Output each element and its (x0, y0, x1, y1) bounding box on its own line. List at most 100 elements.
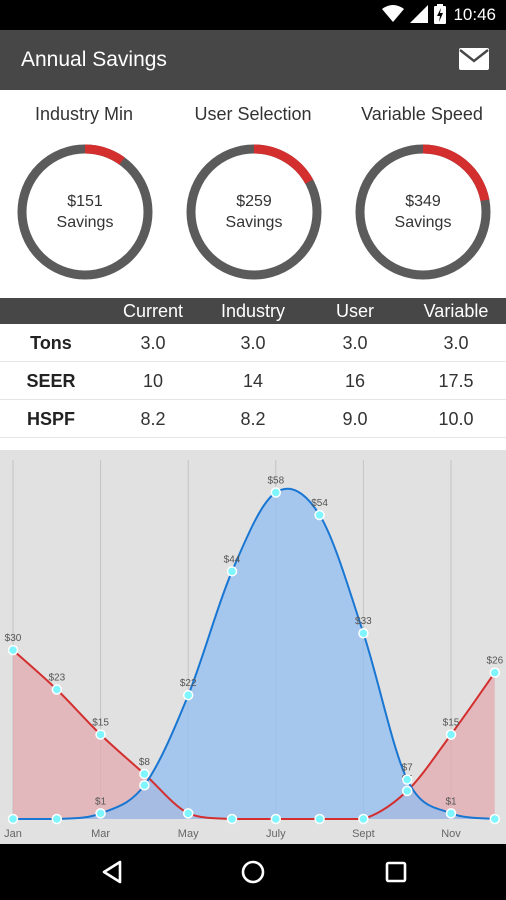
row-label: Tons (30, 333, 72, 353)
saving-caption: Savings (56, 214, 114, 231)
table-cell: 14 (242, 371, 264, 391)
column-header: User (335, 301, 374, 321)
data-point[interactable] (358, 627, 369, 639)
saving-industry-min: Industry Min $151 Savings (0, 90, 168, 298)
data-point[interactable] (95, 729, 106, 740)
monthly-savings-chart[interactable]: $30$23$15$8$5$15$26$1$22$44$58$54$33$7$1… (0, 450, 506, 844)
recents-icon (385, 861, 407, 883)
data-label: $15 (92, 718, 109, 729)
data-point[interactable] (7, 644, 19, 656)
table-header: Current Industry User Variable (0, 298, 506, 324)
back-button[interactable] (96, 856, 128, 888)
ring-progress (253, 144, 314, 184)
savings-ring (186, 144, 322, 280)
table-cell: 10 (142, 371, 164, 391)
data-point[interactable] (270, 813, 282, 825)
data-point[interactable] (489, 667, 501, 678)
data-label: $54 (311, 498, 328, 509)
saving-user-selection: User Selection $259 Savings (169, 90, 337, 298)
data-point[interactable] (401, 774, 413, 785)
column-header: Industry (220, 301, 286, 321)
cell-signal-icon (410, 4, 428, 28)
x-tick-label: Mar (91, 828, 110, 840)
x-tick-label: Sept (352, 828, 375, 840)
ring-progress (84, 144, 125, 165)
saving-caption: Savings (225, 214, 283, 231)
data-label: $26 (486, 656, 503, 667)
data-point[interactable] (226, 566, 238, 577)
table-cell: 10.0 (438, 409, 474, 429)
data-point[interactable] (182, 808, 194, 819)
data-point[interactable] (51, 813, 63, 825)
savings-ring (17, 144, 153, 280)
home-icon (241, 860, 265, 884)
data-point[interactable] (95, 808, 106, 819)
ring-progress (422, 144, 490, 202)
data-label: $22 (180, 678, 197, 689)
mail-button[interactable] (458, 46, 490, 72)
x-tick-label: May (178, 828, 199, 840)
home-button[interactable] (237, 856, 269, 888)
x-tick-label: Jan (4, 828, 22, 840)
row-label: HSPF (26, 409, 75, 429)
data-label: $58 (267, 476, 284, 487)
data-point[interactable] (270, 487, 282, 498)
saving-amount: $259 (236, 193, 272, 210)
data-label: $1 (95, 796, 107, 807)
saving-amount: $349 (405, 193, 441, 210)
data-point[interactable] (139, 768, 150, 780)
battery-charging-icon (434, 3, 446, 29)
data-point[interactable] (445, 808, 457, 819)
chart-canvas: $30$23$15$8$5$15$26$1$22$44$58$54$33$7$1… (4, 460, 504, 840)
table-row: HSPF 8.2 8.2 9.0 10.0 (0, 400, 506, 438)
data-point[interactable] (314, 509, 325, 521)
table-row: Tons 3.0 3.0 3.0 3.0 (0, 324, 506, 362)
saving-variable-speed: Variable Speed $349 Savings (338, 90, 506, 298)
data-label: $7 (402, 763, 414, 774)
saving-label: Variable Speed (361, 104, 483, 124)
back-icon (102, 860, 122, 884)
table-row: SEER 10 14 16 17.5 (0, 362, 506, 400)
column-header: Variable (423, 301, 489, 321)
savings-ring (355, 144, 491, 280)
saving-caption: Savings (394, 214, 452, 231)
data-label: $44 (224, 554, 241, 565)
series-area (13, 488, 495, 819)
saving-label: User Selection (194, 104, 312, 124)
data-point[interactable] (445, 729, 457, 740)
data-point[interactable] (7, 813, 19, 825)
page-title: Annual Savings (21, 48, 167, 71)
table-cell: 16 (344, 371, 366, 391)
data-label: $8 (139, 757, 151, 768)
data-point[interactable] (489, 813, 501, 825)
data-point[interactable] (401, 785, 413, 797)
data-label: $30 (5, 633, 22, 644)
table-cell: 9.0 (342, 409, 368, 429)
table-cell: 8.2 (140, 409, 166, 429)
data-point[interactable] (358, 813, 369, 825)
table-cell: 3.0 (140, 333, 166, 353)
series-area (13, 650, 495, 819)
data-point[interactable] (51, 684, 63, 695)
column-header: Current (122, 301, 184, 321)
data-point[interactable] (314, 813, 325, 825)
table-cell: 8.2 (240, 409, 266, 429)
data-point[interactable] (226, 813, 238, 825)
table-cell: 3.0 (240, 333, 266, 353)
table-cell: 17.5 (438, 371, 474, 391)
saving-label: Industry Min (34, 104, 134, 124)
data-label: $33 (355, 616, 372, 627)
table-cell: 3.0 (342, 333, 368, 353)
table-cell: 3.0 (443, 333, 469, 353)
data-label: $15 (443, 718, 460, 729)
data-point[interactable] (139, 779, 150, 791)
spec-table: Current Industry User Variable Tons 3.0 … (0, 298, 506, 450)
saving-amount: $151 (67, 193, 103, 210)
recents-button[interactable] (380, 856, 412, 888)
data-label: $23 (48, 673, 65, 684)
row-label: SEER (26, 371, 76, 391)
data-point[interactable] (182, 689, 194, 701)
savings-summary: Industry Min $151 Savings User Selection… (0, 90, 506, 298)
wifi-icon (382, 4, 404, 28)
